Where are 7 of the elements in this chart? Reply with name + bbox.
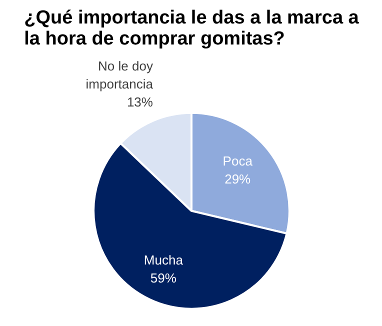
data-label: 59% xyxy=(150,270,177,286)
slice-label: No le doy importancia xyxy=(86,58,154,92)
slice-label: Poca xyxy=(222,153,254,168)
chart-title: ¿Qué importancia le das a la marca a la hora de comprar gomitas? xyxy=(24,8,360,50)
data-label: 29% xyxy=(224,171,252,186)
slice-label: Mucha xyxy=(144,252,184,268)
data-label: 13% xyxy=(126,94,154,110)
